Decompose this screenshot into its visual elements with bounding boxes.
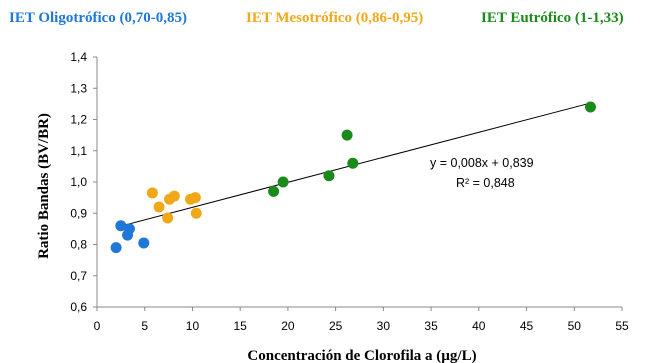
x-tick-label: 35 [424,319,438,333]
legend-entry: IET Mesotrófico (0,86-0,95) [246,10,423,26]
x-tick-label: 20 [281,319,295,333]
y-tick-label: 1,1 [70,144,87,158]
x-tick-label: 50 [568,319,582,333]
y-tick-label: 1,2 [70,113,87,127]
data-point [168,190,180,202]
x-tick-label: 45 [520,319,534,333]
data-point [585,101,596,113]
data-point [146,187,158,199]
data-point [189,192,201,204]
y-tick-label: 0,6 [70,300,87,314]
data-points [110,101,596,254]
legend-entry: IET Oligotrófico (0,70-0,85) [9,10,187,26]
data-point [277,176,289,188]
data-point [347,157,359,169]
x-axis-title: Concentración de Clorofila a (µg/L) [247,348,476,363]
data-point [153,201,165,213]
data-point [341,129,353,141]
data-point [115,220,127,232]
data-point [190,207,202,219]
y-tick-label: 1,0 [70,175,87,189]
x-tick-label: 15 [234,319,248,333]
axes: 0,6 0,7 0,8 0,9 1,0 1,1 1,2 1,3 1,4 0 5 10 15 20 25 30 3… [70,50,629,333]
trendline-r2: R² = 0,848 [456,176,515,190]
legend: IET Oligotrófico (0,70-0,85) IET Mesotróf… [9,10,624,26]
y-tick-label: 1,4 [70,50,87,64]
data-point [138,237,150,249]
data-point [323,170,335,182]
y-tick-label: 0,8 [70,238,87,252]
trendline-equation: y = 0,008x + 0,839 [430,156,534,170]
y-tick-label: 0,7 [70,269,87,283]
y-tick-label: 1,3 [70,81,87,95]
data-point [162,212,174,224]
legend-entry: IET Eutrófico (1-1,33) [481,10,624,26]
x-tick-label: 40 [472,319,486,333]
x-tick-label: 30 [377,319,391,333]
x-tick-label: 10 [186,319,200,333]
x-tick-label: 25 [329,319,343,333]
x-tick-label: 5 [141,319,148,333]
x-tick-label: 55 [615,319,629,333]
y-tick-label: 0,9 [70,206,87,220]
data-point [110,242,122,254]
y-axis-title: Ratio Bandas (BV/BR) [36,113,52,259]
data-point [268,185,280,197]
data-point [123,223,135,235]
x-tick-label: 0 [94,319,101,333]
